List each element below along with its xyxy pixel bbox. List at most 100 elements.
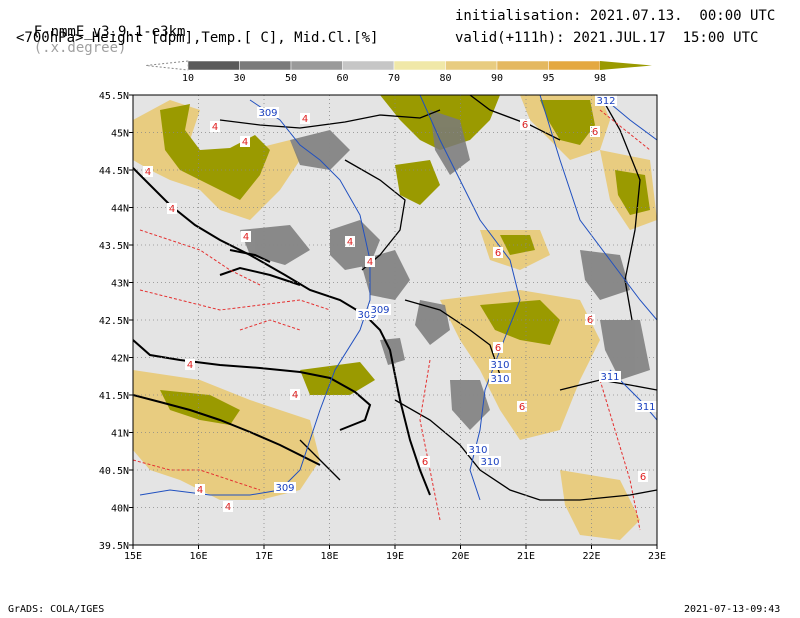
lat-label: 43N bbox=[111, 279, 129, 290]
height-label-box bbox=[257, 107, 279, 118]
coastlines bbox=[133, 167, 431, 496]
temp-label-box bbox=[195, 484, 205, 495]
temperature-contour-label: 4 bbox=[169, 204, 175, 215]
lat-label: 44.5N bbox=[99, 166, 129, 177]
lat-label: 45.5N bbox=[99, 91, 129, 102]
lon-label: 16E bbox=[189, 551, 207, 562]
lon-label: 20E bbox=[451, 551, 469, 562]
height-contour-label: 310 bbox=[490, 374, 509, 385]
height-label-box bbox=[595, 95, 617, 106]
temp-label-box bbox=[223, 501, 233, 512]
temperature-contour-label: 6 bbox=[587, 315, 593, 326]
temp-label-box bbox=[493, 342, 503, 353]
lon-label: 21E bbox=[517, 551, 535, 562]
height-contour-label: 309 bbox=[275, 483, 294, 494]
temperature-contour-label: 4 bbox=[242, 137, 248, 148]
temp-label-box bbox=[638, 471, 648, 482]
colorbar-segment bbox=[445, 60, 498, 71]
lat-label: 42N bbox=[111, 354, 129, 365]
colorbar-segment bbox=[187, 60, 240, 71]
model-title: F-nmmE_v3.9.1-e3km (.x.degree) bbox=[0, 8, 186, 72]
temp-label-box bbox=[345, 236, 355, 247]
colorbar-label: 10 bbox=[182, 73, 194, 84]
colorbar-segment bbox=[290, 60, 343, 71]
temperature-contour-label: 6 bbox=[495, 248, 501, 259]
temperature-contour-label: 6 bbox=[522, 120, 528, 131]
temperature-contour-label: 4 bbox=[302, 114, 308, 125]
temp-label-box bbox=[300, 113, 310, 124]
temperature-contour-label: 4 bbox=[187, 360, 193, 371]
height-label-box bbox=[274, 482, 296, 493]
country-borders bbox=[219, 95, 657, 501]
colorbar-label: 30 bbox=[233, 73, 245, 84]
model-name: F-nmmE_v3.9.1-e3km bbox=[33, 24, 186, 40]
temp-label-box bbox=[517, 401, 527, 412]
lat-label: 44N bbox=[111, 204, 129, 215]
temperature-contour-label: 6 bbox=[422, 457, 428, 468]
colorbar-label: 80 bbox=[439, 73, 451, 84]
lat-label: 40.5N bbox=[99, 466, 129, 477]
cloud-cover-low bbox=[240, 110, 650, 430]
height-label-box bbox=[479, 456, 501, 467]
temperature-contour-label: 6 bbox=[592, 127, 598, 138]
colorbar-label: 70 bbox=[388, 73, 400, 84]
grads-credit: GrADS: COLA/IGES bbox=[8, 604, 105, 615]
height-contour-label: 309 bbox=[357, 310, 376, 321]
lon-label: 22E bbox=[582, 551, 600, 562]
temp-label-box bbox=[185, 359, 195, 370]
temperature-contour-labels: 4 4 4 4 4 4 4 4 4 4 4 4 6 6 6 6 6 6 6 6 bbox=[143, 113, 648, 513]
temperature-contour-label: 4 bbox=[197, 485, 203, 496]
colorbar-label: 98 bbox=[594, 73, 606, 84]
colorbar-label: 95 bbox=[542, 73, 554, 84]
height-label-box bbox=[356, 309, 378, 320]
run-timestamp: 2021-07-13-09:43 bbox=[684, 604, 781, 615]
height-label-box bbox=[369, 304, 391, 315]
temp-label-box bbox=[290, 389, 300, 400]
valid-time: valid(+111h): 2021.JUL.17 15:00 UTC bbox=[455, 30, 759, 46]
height-contour-label: 309 bbox=[258, 108, 277, 119]
lat-label: 43.5N bbox=[99, 241, 129, 252]
lat-label: 45N bbox=[111, 129, 129, 140]
temperature-contour-label: 6 bbox=[495, 343, 501, 354]
temp-label-box bbox=[143, 166, 153, 177]
height-contour-label: 312 bbox=[596, 96, 615, 107]
temp-label-box bbox=[420, 456, 430, 467]
height-label-box bbox=[467, 444, 489, 455]
colorbar-segment bbox=[342, 60, 395, 71]
lat-label: 41.5N bbox=[99, 391, 129, 402]
resolution-label: (.x.degree) bbox=[33, 40, 127, 56]
lon-label: 15E bbox=[124, 551, 142, 562]
height-label-box bbox=[635, 401, 657, 412]
temperature-contour-label: 4 bbox=[347, 237, 353, 248]
colorbar-segment bbox=[393, 60, 446, 71]
temperature-contour-label: 4 bbox=[243, 232, 249, 243]
grid-lines bbox=[133, 95, 657, 545]
lon-label: 23E bbox=[648, 551, 666, 562]
cloud-cover-high bbox=[133, 95, 657, 540]
temperature-contour-label: 4 bbox=[212, 122, 218, 133]
colorbar-label: 60 bbox=[336, 73, 348, 84]
temp-label-box bbox=[241, 231, 251, 242]
temperature-contour-label: 4 bbox=[145, 167, 151, 178]
temp-label-box bbox=[493, 247, 503, 258]
colorbar-arrow-low bbox=[145, 60, 189, 71]
lat-label: 41N bbox=[111, 429, 129, 440]
height-contour-label: 310 bbox=[490, 360, 509, 371]
temp-label-box bbox=[167, 203, 177, 214]
initialisation-time: initialisation: 2021.07.13. 00:00 UTC bbox=[455, 8, 776, 24]
colorbar-segment bbox=[548, 60, 601, 71]
temp-label-box bbox=[520, 119, 530, 130]
height-label-box bbox=[599, 371, 621, 382]
height-contour-label: 309 bbox=[370, 305, 389, 316]
height-label-box bbox=[489, 359, 511, 370]
colorbar-label: 90 bbox=[491, 73, 503, 84]
colorbar: 10 30 50 60 70 80 90 95 98 bbox=[145, 60, 652, 84]
temperature-contour-label: 6 bbox=[519, 402, 525, 413]
temperature-contour-label: 6 bbox=[640, 472, 646, 483]
height-contour-label: 311 bbox=[636, 402, 655, 413]
lat-label: 39.5N bbox=[99, 541, 129, 552]
lon-label: 18E bbox=[320, 551, 338, 562]
temperature-contour-label: 4 bbox=[292, 390, 298, 401]
